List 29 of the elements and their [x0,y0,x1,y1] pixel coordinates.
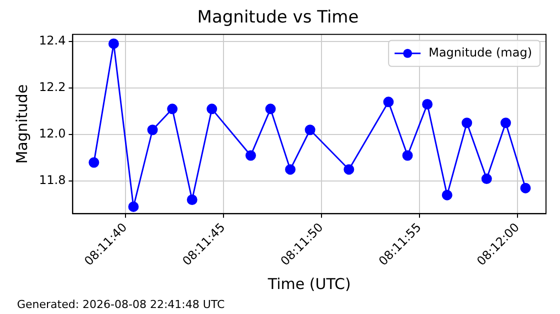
point [304,124,316,136]
point [481,174,492,184]
point [520,182,531,194]
chart-title: Magnitude vs Time [197,8,359,28]
y-tick-label: 12.2 [39,80,66,94]
x-axis-title: Time (UTC) [266,274,351,293]
point [206,104,218,114]
point [402,150,413,161]
point [88,157,100,168]
point [147,124,158,136]
point [344,164,354,175]
point [383,96,394,108]
point [265,104,276,114]
y-tick-label: 12.4 [39,34,66,48]
legend-label: Magnitude (mag) [428,46,532,60]
y-axis-title: Magnitude [12,84,31,164]
point [285,164,296,175]
point [245,150,256,161]
point [462,118,472,128]
point [128,201,139,212]
text: Generated: 2026-08-08 22:41:48 UTC [17,298,225,311]
y-tick-label: 11.8 [39,173,66,188]
point [422,99,433,110]
point [167,104,178,114]
point [108,38,119,49]
y-tick-label: 12.0 [39,126,66,141]
point [442,190,452,200]
point [500,118,511,128]
point [186,194,198,205]
